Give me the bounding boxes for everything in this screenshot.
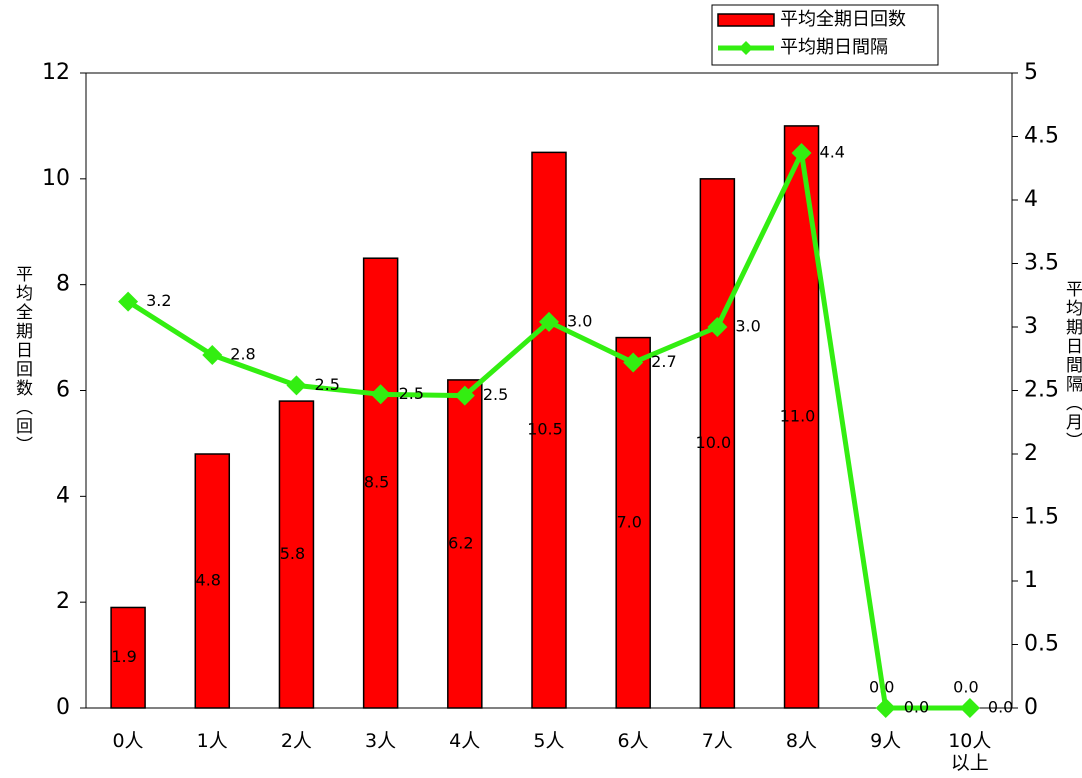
line-marker	[539, 311, 559, 332]
line-label: 2.8	[230, 344, 255, 363]
bar	[362, 257, 399, 709]
y-tick-label: 8	[56, 272, 70, 297]
bar-label: 8.5	[364, 473, 389, 492]
y2-tick-label: 3	[1024, 314, 1038, 339]
bar-label: 4.8	[196, 571, 221, 590]
y-tick-label: 2	[56, 589, 70, 614]
bar-label: 10.5	[527, 420, 563, 439]
x-tick-label: 9人	[870, 730, 902, 752]
x-tick-label: 1人	[196, 730, 228, 752]
bar	[531, 151, 567, 709]
line-label: 4.4	[820, 143, 845, 162]
x-tick-label: 8人	[785, 730, 817, 752]
legend-marker	[739, 41, 753, 55]
y2-tick-label: 1.5	[1024, 505, 1059, 530]
line-label: 2.5	[399, 384, 424, 403]
bar-label: 10.0	[696, 433, 732, 452]
y2-tick-label: 2	[1024, 441, 1038, 466]
x-tick-label: 4人	[449, 730, 481, 752]
x-tick-label: 2人	[280, 730, 312, 752]
y2-tick-label: 1	[1024, 568, 1038, 593]
bar	[699, 178, 736, 709]
y2-tick-label: 0.5	[1024, 632, 1059, 657]
bar	[615, 336, 651, 709]
bar-label: 1.9	[111, 647, 136, 666]
line-label: 2.5	[314, 375, 339, 394]
line-marker	[791, 143, 812, 164]
line-label: 3.0	[567, 311, 592, 330]
bar-label: 11.0	[780, 406, 816, 425]
y2-tick-label: 5	[1024, 60, 1038, 85]
legend-label: 平均全期日回数	[780, 9, 906, 30]
line-label: 0.0	[988, 698, 1013, 717]
line-label: 0.0	[904, 698, 929, 717]
y-tick-label: 0	[56, 695, 70, 720]
bar-label: 5.8	[280, 544, 305, 563]
line-marker	[454, 385, 475, 406]
y-tick-label: 10	[42, 166, 70, 191]
y2-tick-label: 0	[1024, 695, 1038, 720]
line-marker	[623, 352, 644, 373]
x-tick-label: 3人	[364, 730, 397, 752]
x-tick-label: 0人	[112, 730, 144, 752]
line-marker	[707, 317, 728, 337]
y-tick-label: 12	[42, 60, 70, 85]
y-axis-label: 平均全期日回数（回）	[12, 265, 32, 455]
line-marker	[286, 375, 307, 396]
bar-label: 0.0	[953, 678, 978, 697]
line-label: 3.2	[146, 291, 171, 310]
line-marker	[959, 698, 980, 718]
y2-tick-label: 3.5	[1024, 251, 1059, 276]
y2-tick-label: 4.5	[1024, 124, 1059, 149]
y2-axis-label: 平均期日間隔（月）	[1062, 280, 1082, 451]
bar-label: 6.2	[448, 533, 473, 552]
line-marker	[118, 291, 139, 312]
x-tick-label: 10人 以上	[948, 730, 992, 774]
bar	[278, 400, 315, 709]
bar-label: 7.0	[616, 512, 641, 531]
x-tick-label: 7人	[701, 730, 733, 752]
y2-tick-label: 4	[1024, 187, 1038, 212]
line-label: 3.0	[735, 317, 760, 336]
line-label: 2.7	[651, 352, 676, 371]
legend-swatch	[717, 13, 775, 27]
y-tick-label: 4	[56, 483, 70, 508]
y2-tick-label: 2.5	[1024, 378, 1059, 403]
y-tick-label: 6	[56, 378, 70, 403]
bar	[110, 606, 146, 709]
line-marker	[370, 384, 391, 405]
line-label: 2.5	[483, 385, 508, 404]
bar	[194, 453, 231, 709]
x-tick-label: 5人	[533, 730, 565, 752]
line-marker	[202, 344, 223, 365]
legend-label: 平均期日間隔	[780, 37, 888, 58]
bar	[447, 379, 483, 709]
x-tick-label: 6人	[617, 730, 649, 752]
line-marker	[875, 698, 896, 718]
